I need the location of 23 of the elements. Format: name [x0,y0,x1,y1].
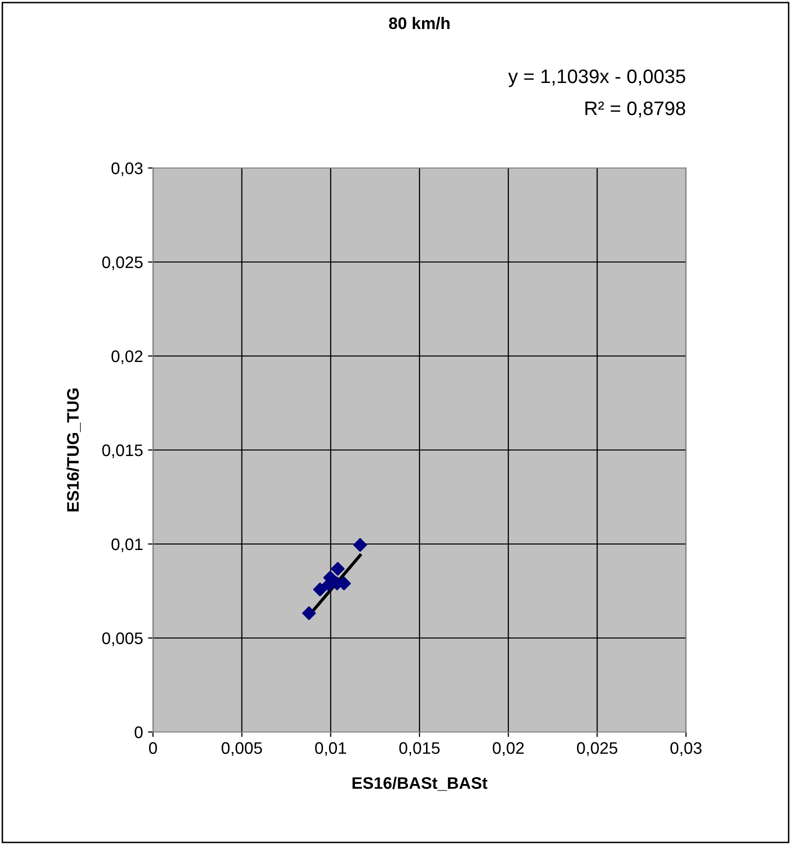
y-tick-label: 0 [134,726,143,738]
y-tick-label: 0,015 [102,444,143,458]
y-tick-label: 0,01 [111,538,142,552]
y-tick-label: 0,02 [111,350,142,364]
text: y = 1,1039x - 0,0035 [508,69,686,88]
point [330,562,345,576]
x-axis-title: ES16/BASt_BASt [352,776,488,791]
point [313,582,327,596]
y-tick-label: 0,005 [102,632,143,646]
x-tick-label: 0,015 [399,742,440,756]
chart-title: 80 km/h [388,16,450,30]
y-axis-title: ES16/TUG_TUG [66,388,81,512]
x-tick-label: 0,005 [222,742,262,756]
x-tick-label: 0,01 [315,742,346,756]
x-tick-label: 0,03 [670,742,702,756]
point [302,606,316,620]
text: R² = 0,8798 [585,101,686,118]
y-tick-label: 0,03 [111,162,143,176]
x-tick-label: 0,025 [576,742,618,756]
y-tick-label: 0,025 [102,256,143,270]
x-tick-label: 0,02 [492,742,524,756]
point [353,538,368,552]
x-tick-label: 0 [149,742,157,754]
